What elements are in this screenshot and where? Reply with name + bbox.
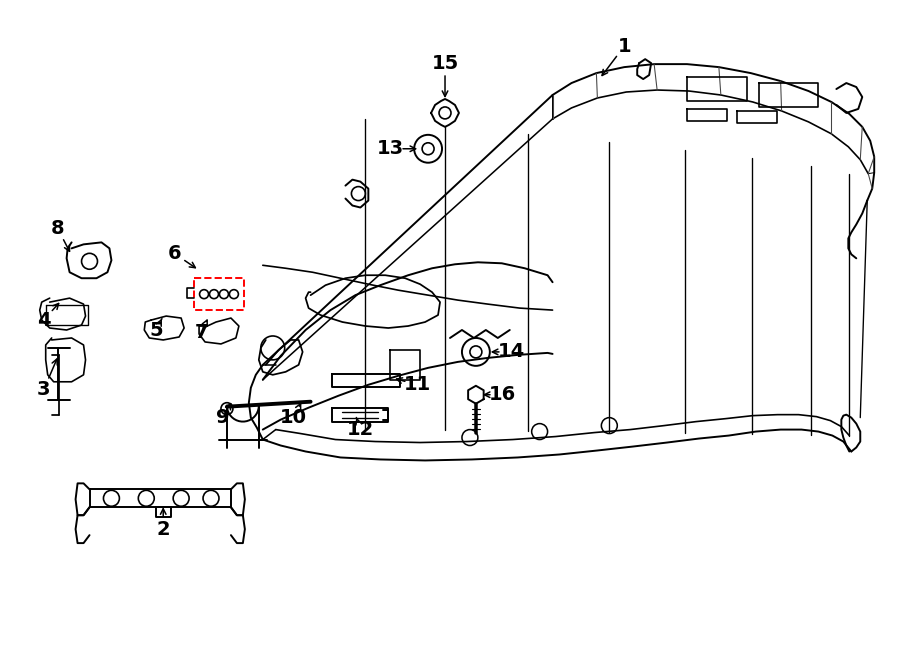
Text: 4: 4 [37,311,50,330]
Text: 7: 7 [194,323,208,342]
Text: 6: 6 [167,244,181,263]
Text: 12: 12 [346,420,374,439]
Text: 10: 10 [280,408,307,427]
Text: 15: 15 [431,54,459,73]
Text: 5: 5 [149,321,163,340]
Text: 1: 1 [617,37,631,56]
Text: 11: 11 [403,375,431,394]
Text: 14: 14 [498,342,526,362]
Text: 3: 3 [37,380,50,399]
Text: 8: 8 [50,219,65,238]
Text: 9: 9 [216,408,230,427]
Text: 16: 16 [490,385,517,405]
Text: 2: 2 [157,520,170,539]
Text: 13: 13 [377,139,404,158]
